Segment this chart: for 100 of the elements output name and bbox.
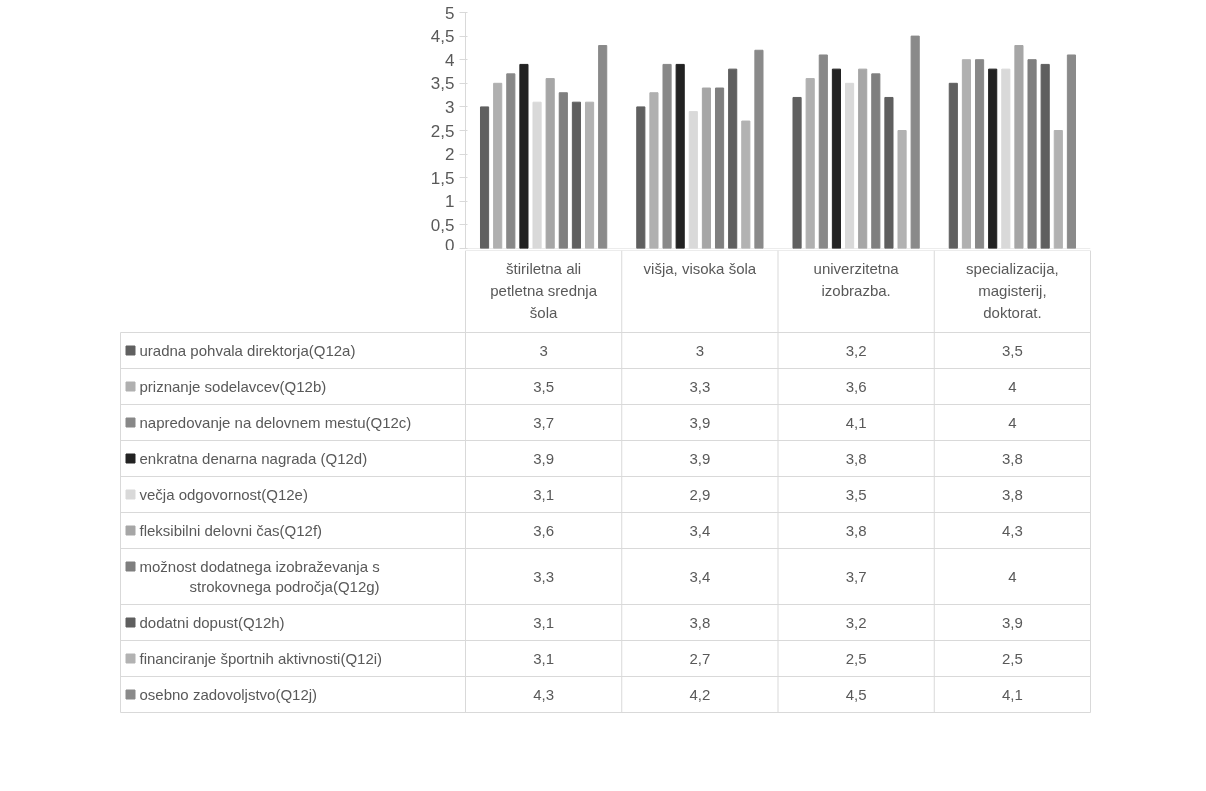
legend-label: uradna pohvala direktorja(Q12a)	[139, 342, 356, 359]
bar	[479, 106, 490, 249]
bar	[1040, 63, 1050, 249]
legend-label: večja odgovornost(Q12e)	[139, 486, 308, 503]
data-label: 3,5	[845, 485, 867, 503]
bar	[701, 87, 712, 249]
bar	[1014, 45, 1024, 249]
data-label: 3,8	[845, 521, 867, 539]
data-label: 3,4	[689, 567, 711, 585]
data-label: 3,3	[533, 567, 555, 585]
bar	[493, 82, 503, 249]
data-label: 4,1	[1001, 685, 1023, 703]
y-tick-label: 3	[445, 97, 455, 117]
legend-label: fleksibilni delovni čas(Q12f)	[139, 522, 323, 539]
data-label: 3,8	[1001, 449, 1023, 467]
bar	[844, 82, 855, 249]
data-label: 4,5	[845, 685, 867, 703]
bar	[571, 101, 582, 249]
bar	[910, 35, 920, 249]
bar	[1053, 130, 1063, 249]
bar	[897, 130, 907, 249]
y-tick-label: 2,5	[430, 121, 455, 141]
bar	[871, 73, 881, 249]
data-label: 4,3	[533, 685, 555, 703]
y-tick-label: 1,5	[430, 168, 455, 188]
legend-label: napredovanje na delovnem mestu(Q12c)	[139, 414, 412, 431]
bar	[818, 54, 828, 249]
data-label: 3,3	[689, 377, 711, 395]
legend-label: priznanje sodelavcev(Q12b)	[139, 378, 327, 395]
data-label: 3,8	[689, 613, 711, 631]
data-label: 3,9	[689, 449, 711, 467]
bar	[884, 96, 894, 249]
data-label: 2,5	[845, 649, 867, 667]
bar	[754, 49, 764, 249]
data-label: 3,5	[1001, 341, 1023, 359]
data-label: 3,2	[845, 341, 867, 359]
bar	[1027, 59, 1037, 249]
legend-label: možnost dodatnega izobraževanja s strokovnega področja(Q12g)	[139, 558, 380, 595]
bar	[558, 92, 568, 249]
x-tick-label: specializacija, magisterij, doktorat.	[966, 259, 1059, 321]
bar	[636, 106, 646, 249]
data-label: 3,1	[533, 485, 555, 503]
data-label: 4	[1008, 413, 1017, 431]
data-label: 3,5	[533, 377, 555, 395]
data-label: 3,8	[845, 449, 867, 467]
bar	[584, 101, 595, 249]
data-label: 2,9	[689, 485, 711, 503]
data-label: 3,2	[845, 613, 867, 631]
bar	[662, 63, 672, 249]
data-label: 4,3	[1001, 521, 1023, 539]
x-tick-label: štiriletna ali petletna srednja šola	[490, 259, 598, 321]
bar	[974, 59, 985, 249]
data-label: 3,9	[1001, 613, 1023, 631]
y-tick-label: 2	[445, 145, 455, 165]
data-label: 3,4	[689, 521, 711, 539]
bar	[598, 45, 608, 249]
data-label: 3,9	[533, 449, 555, 467]
data-label: 2,7	[689, 649, 711, 667]
bar	[948, 82, 958, 249]
bar	[649, 92, 659, 249]
data-label: 3,9	[689, 413, 711, 431]
y-tick-label: 3,5	[430, 74, 455, 94]
bar	[506, 73, 516, 249]
y-tick-label: 0,5	[430, 215, 455, 235]
y-tick-label: 4,5	[430, 27, 455, 47]
data-label: 3,7	[533, 413, 555, 431]
data-label: 3	[539, 341, 548, 359]
data-label: 4	[1008, 377, 1017, 395]
bar	[831, 68, 842, 249]
bar	[519, 63, 529, 249]
bar	[688, 111, 698, 249]
bar	[675, 63, 685, 249]
y-tick-label: 4	[445, 50, 455, 70]
data-label: 3	[695, 341, 705, 359]
data-label: 3,6	[533, 521, 555, 539]
legend-label: enkratna denarna nagrada (Q12d)	[139, 450, 368, 467]
x-tick-label: višja, visoka šola	[643, 259, 757, 277]
data-label: 3,1	[533, 649, 555, 667]
data-label: 4,1	[845, 413, 867, 431]
x-tick-label: univerzitetna izobrazba.	[813, 259, 900, 299]
legend-label: financiranje športnih aktivnosti(Q12i)	[139, 650, 383, 667]
data-label: 3,7	[845, 567, 867, 585]
bar	[792, 96, 802, 249]
bar	[741, 120, 751, 249]
y-tick-label: 0	[445, 235, 455, 255]
bar	[805, 78, 815, 249]
y-tick-label: 1	[445, 192, 455, 212]
bar	[1066, 54, 1077, 249]
data-label: 3,1	[533, 613, 555, 631]
bar	[988, 68, 998, 249]
data-label: 4,2	[689, 685, 711, 703]
bar	[545, 78, 555, 249]
data-label: 3,8	[1001, 485, 1023, 503]
bar	[728, 68, 738, 249]
bar	[858, 68, 868, 249]
data-label: 4	[1008, 567, 1017, 585]
data-label: 2,5	[1001, 649, 1023, 667]
bar	[961, 59, 972, 249]
bar	[532, 101, 542, 249]
bar	[714, 87, 725, 249]
